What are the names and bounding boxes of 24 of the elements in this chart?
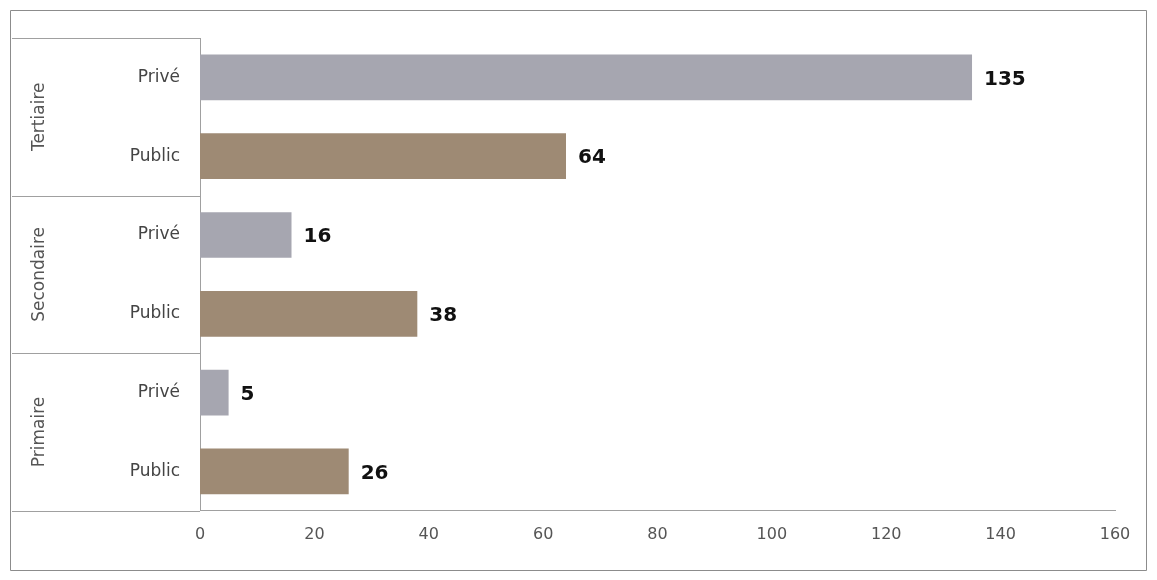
y-tick-label: Public	[129, 459, 180, 480]
x-tick-label: 60	[532, 523, 554, 543]
data-label: 26	[360, 459, 389, 484]
y-tick-label: Privé	[137, 65, 180, 86]
x-tick-label: 140	[985, 523, 1016, 543]
data-label: 16	[303, 223, 332, 248]
data-label: 135	[984, 65, 1026, 90]
data-label: 64	[578, 144, 606, 169]
x-tick-label: 160	[1099, 523, 1131, 543]
data-label: 38	[429, 302, 458, 326]
data-label: 5	[240, 380, 255, 405]
text: Tertiaire	[28, 82, 49, 153]
y-tick-label: Privé	[137, 381, 180, 402]
x-tick-label: 40	[418, 523, 439, 543]
x-tick-label: 20	[304, 523, 325, 543]
x-tick-label: 120	[870, 523, 902, 543]
y-tick-label: Public	[129, 302, 180, 323]
x-tick-label: 100	[756, 523, 788, 543]
x-tick-label: 80	[647, 523, 668, 543]
y-tick-label: Public	[129, 144, 180, 165]
y-tick-label: Privé	[137, 223, 180, 244]
text: Secondaire	[28, 227, 49, 322]
x-tick-label: 0	[194, 523, 206, 543]
text: Primaire	[28, 396, 49, 468]
